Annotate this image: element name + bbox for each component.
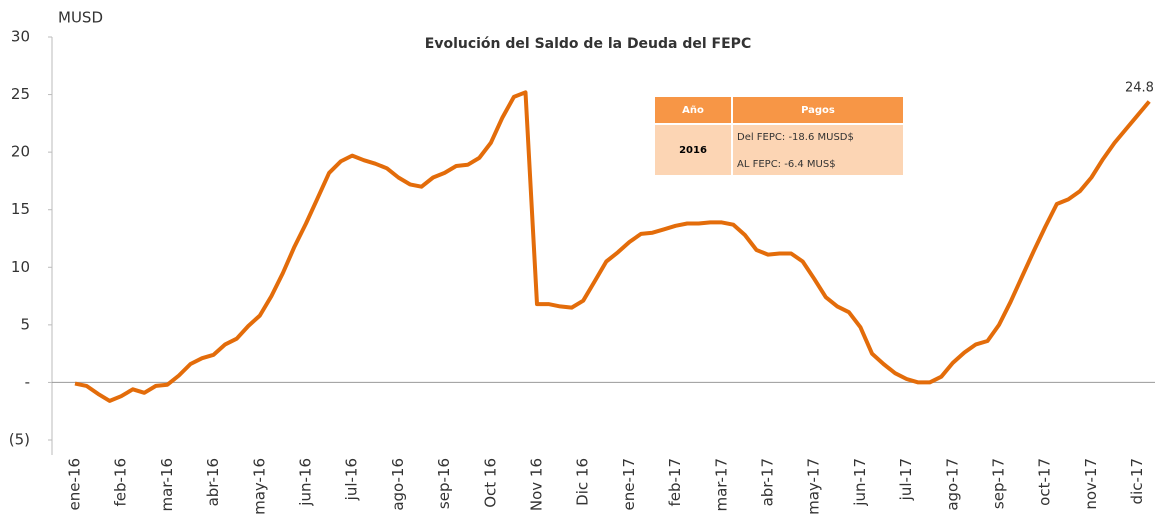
y-tick-label: 20 (11, 143, 30, 161)
x-tick-label: dic-17 (1128, 458, 1146, 504)
table-header-cell (733, 97, 903, 123)
y-tick-label: 25 (11, 85, 30, 103)
table-cell (655, 125, 731, 175)
y-tick-label: 30 (11, 28, 30, 46)
table: Año Pagos 2016 Del FEPC: -18.6 MUSD$ AL … (655, 97, 903, 175)
x-tick-label: jun-17 (851, 458, 869, 507)
x-tick-label: feb-17 (666, 458, 684, 507)
table-cell (733, 125, 903, 175)
x-tick-label: ago-17 (943, 458, 961, 511)
end-label: 24.8 (1125, 81, 1154, 96)
y-tick-label: (5) (9, 431, 30, 449)
y-tick-label: 10 (11, 258, 30, 276)
x-tick-label: ene-17 (620, 458, 638, 510)
y-tick-label: 15 (11, 200, 30, 218)
x-tick-label: ene-16 (66, 458, 84, 510)
x-tick-label: jul-16 (343, 458, 361, 501)
x-tick-label: jun-16 (297, 458, 315, 507)
y-tick-label: - (25, 373, 30, 391)
x-tick-label: mar-16 (158, 458, 176, 512)
x-tick-label: abr-17 (759, 458, 777, 506)
table-header: Pagos (801, 105, 835, 116)
x-tick-label: Oct 16 (481, 458, 499, 508)
x-tick-label: Dic 16 (574, 458, 592, 506)
table-row: AL FEPC: -6.4 MUS$ (737, 159, 836, 170)
x-tick-label: sep-16 (435, 458, 453, 509)
table-row: Del FEPC: -18.6 MUSD$ (737, 132, 854, 143)
line (74, 90, 1151, 403)
x-tick-label: abr-16 (204, 458, 222, 506)
x-tick-label: Nov 16 (528, 458, 546, 511)
table-header: Año (682, 105, 704, 116)
x-tick-label: oct-17 (1036, 458, 1054, 506)
x-tick-label: feb-16 (112, 458, 130, 507)
y-unit: MUSD (58, 9, 103, 27)
x-tick-label: may-17 (805, 458, 823, 515)
table-year: 2016 (679, 145, 707, 156)
x-tick-label: ago-16 (389, 458, 407, 511)
x-tick-label: mar-17 (712, 458, 730, 512)
chart-title: Evolución del Saldo de la Deuda del FEPC (425, 36, 751, 52)
y-tick-label: 5 (20, 315, 30, 333)
x-tick-label: sep-17 (990, 458, 1008, 509)
x-tick-label: may-16 (250, 458, 268, 515)
table-header-cell (655, 97, 731, 123)
x-tick-label: jul-17 (897, 458, 915, 501)
x-tick-label: nov-17 (1082, 458, 1100, 510)
